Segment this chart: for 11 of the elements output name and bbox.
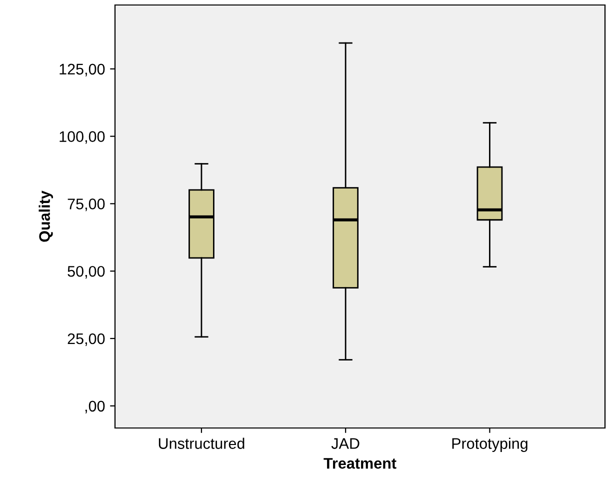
y-tick-label: 25,00 xyxy=(68,333,105,346)
x-tick-label: Prototyping xyxy=(452,438,528,452)
y-tick-label: 100,00 xyxy=(60,131,105,144)
y-tick-label: ,00 xyxy=(85,400,105,414)
x-tick-label: Unstructured xyxy=(158,438,244,449)
x-axis-title: Treatment xyxy=(324,458,396,469)
y-tick-label: 125,00 xyxy=(60,64,105,76)
y-axis-title: Quality xyxy=(38,190,53,242)
y-tick-label: 75,00 xyxy=(68,198,105,212)
x-tick-label: JAD xyxy=(331,438,360,449)
y-tick-label: 50,00 xyxy=(68,266,105,279)
